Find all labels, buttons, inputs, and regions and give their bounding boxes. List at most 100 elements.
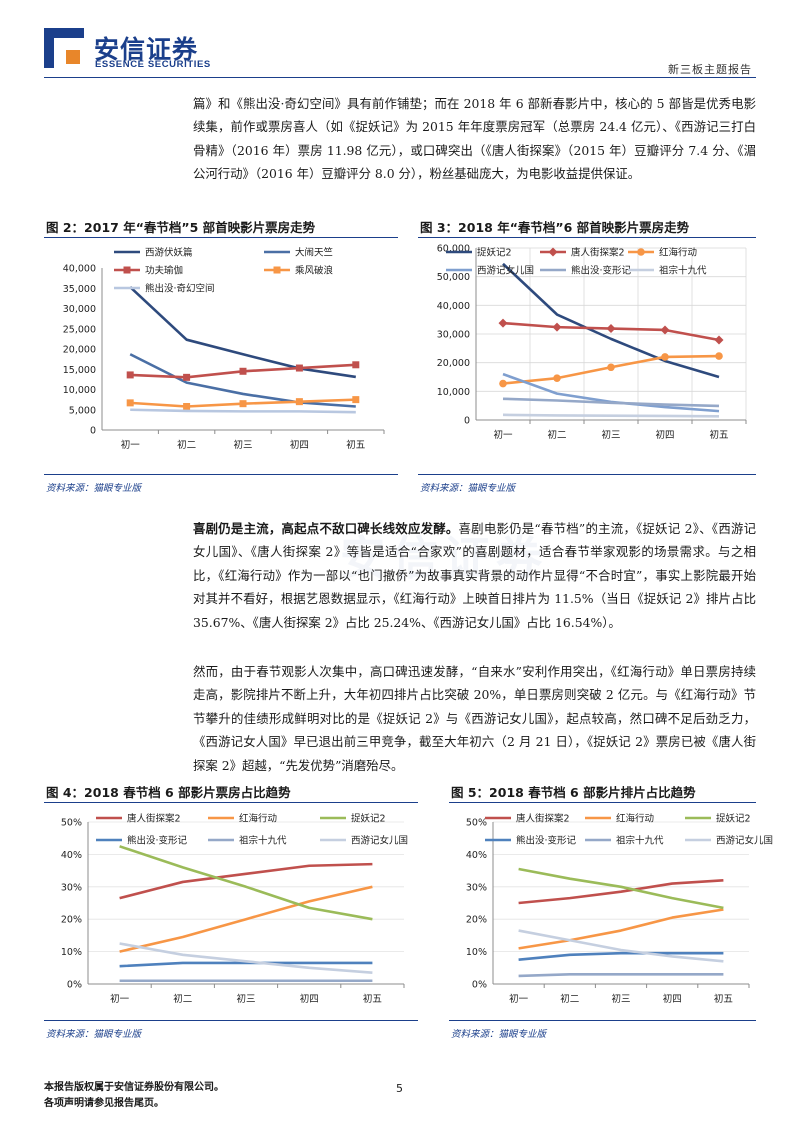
y-tick-label: 10% <box>61 947 82 958</box>
legend-label: 功夫瑜伽 <box>145 265 183 277</box>
y-tick-label: 0% <box>472 980 487 991</box>
y-tick-label: 10% <box>466 947 487 958</box>
figure-3-title-rule <box>418 237 756 238</box>
data-point <box>606 324 616 334</box>
y-tick-label: 35,000 <box>63 284 96 295</box>
data-point <box>352 361 360 369</box>
legend-label: 红海行动 <box>659 247 697 259</box>
series-line <box>502 262 720 379</box>
figure-4-chart: 0% 10% 20% 30% 40% 50% 初一 初二 初三 初四 初五 唐人街探案2 红海行动 捉妖记… <box>61 813 408 1006</box>
legend-label: 熊出没·变形记 <box>127 835 188 847</box>
figure-4-bottom-rule <box>44 1020 418 1021</box>
y-tick-label: 30% <box>61 882 82 893</box>
data-point <box>239 367 247 375</box>
page-header: 安信证券 ESSENCE SECURITIES 新三板主题报告 <box>0 0 800 78</box>
x-tick-label: 初五 <box>714 993 733 1005</box>
legend-label: 捉妖记2 <box>477 247 512 259</box>
y-tick-label: 40% <box>466 850 487 861</box>
series-line <box>130 408 356 414</box>
data-point <box>183 373 191 381</box>
x-tick-label: 初二 <box>177 439 196 451</box>
legend-label: 乘风破浪 <box>295 265 334 277</box>
series-line <box>518 972 724 978</box>
series-line <box>502 413 720 418</box>
legend-label: 唐人街探案2 <box>127 813 181 825</box>
legend-marker <box>637 248 645 256</box>
y-tick-label: 30,000 <box>63 304 96 315</box>
essence-logo-icon <box>44 28 84 68</box>
legend-label: 唐人街探案2 <box>571 247 625 259</box>
page-number: 5 <box>396 1082 403 1095</box>
series-line <box>129 286 356 379</box>
series-line <box>502 397 720 408</box>
data-point <box>239 400 247 408</box>
x-tick-label: 初三 <box>233 439 252 451</box>
logo-chinese-name: 安信证券 <box>94 35 199 64</box>
x-tick-label: 初五 <box>346 439 365 451</box>
x-tick-label: 初一 <box>121 439 141 451</box>
y-tick-label: 0 <box>90 426 96 437</box>
footer-notice: 各项声明请参见报告尾页。 <box>44 1098 164 1109</box>
paragraph-2-lead: 喜剧仍是主流，高起点不敌口碑长线效应发酵。 <box>193 521 459 536</box>
series-line <box>518 867 724 910</box>
x-tick-label: 初一 <box>509 993 529 1005</box>
body-paragraph-3: 然而，由于春节观影人次集中，高口碑迅速发酵，“自来水”安利作用突出，《红海行动》… <box>193 664 756 773</box>
series-line <box>119 942 373 974</box>
footer-disclaimer: 本报告版权属于安信证券股份有限公司。 各项声明请参见报告尾页。 <box>44 1080 224 1112</box>
x-tick-label: 初四 <box>663 993 682 1005</box>
figure-2-title-rule <box>44 237 398 238</box>
data-point <box>295 398 303 406</box>
legend-label: 西游伏妖篇 <box>145 247 193 259</box>
data-point <box>499 379 507 388</box>
legend-label: 熊出没·奇幻空间 <box>145 283 215 295</box>
figure-5-title: 图 5：2018 春节档 6 部影片排片占比趋势 <box>451 785 696 800</box>
y-tick-label: 30% <box>466 882 487 893</box>
y-tick-label: 10,000 <box>63 385 96 396</box>
data-point <box>183 403 191 411</box>
figure-5-title-rule <box>449 802 756 803</box>
legend-label: 祖宗十九代 <box>239 835 287 847</box>
data-point <box>126 399 134 407</box>
series-line <box>518 951 724 961</box>
x-tick-label: 初四 <box>655 429 674 441</box>
series-line <box>119 862 373 900</box>
figure-5-chart: 0% 10% 20% 30% 40% 50% 初一 初二 初三 初四 初五 唐人街探案2 红海行动 捉妖记… <box>466 813 773 1006</box>
y-tick-label: 40% <box>61 850 82 861</box>
x-tick-label: 初三 <box>601 429 620 441</box>
y-tick-label: 0% <box>67 980 82 991</box>
footer-copyright: 本报告版权属于安信证券股份有限公司。 <box>44 1082 224 1093</box>
y-tick-label: 20% <box>61 915 82 926</box>
figure-2-chart: 0 5,000 10,000 15,000 20,000 25,000 30,000 35,0… <box>63 247 385 451</box>
data-point <box>714 335 724 345</box>
figure-3-bottom-rule <box>418 474 756 475</box>
y-tick-label: 40,000 <box>437 301 470 312</box>
legend-label: 红海行动 <box>239 813 277 825</box>
y-tick-label: 20,000 <box>63 345 96 356</box>
body-paragraph-1: 篇》和《熊出没·奇幻空间》具有前作铺垫；而在 2018 年 6 部新春影片中，核… <box>193 96 756 182</box>
series-line <box>119 961 373 968</box>
data-point <box>661 353 669 361</box>
legend-label: 祖宗十九代 <box>616 835 664 847</box>
series-line <box>518 879 724 905</box>
figure-3-chart: 0 10,000 20,000 30,000 40,000 50,000 60,000 初一 初… <box>437 244 747 441</box>
y-tick-label: 20,000 <box>437 358 470 369</box>
x-tick-label: 初五 <box>709 429 728 441</box>
y-tick-label: 50% <box>466 818 487 829</box>
legend-label: 捉妖记2 <box>716 813 751 825</box>
data-point <box>295 364 303 372</box>
figure-2-bottom-rule <box>44 474 398 475</box>
figure-4-title: 图 4：2018 春节档 6 部影片票房占比趋势 <box>46 785 291 800</box>
legend-label: 熊出没·变形记 <box>571 265 632 277</box>
legend-label: 熊出没·变形记 <box>516 835 577 847</box>
legend-label: 红海行动 <box>616 813 654 825</box>
y-tick-label: 40,000 <box>63 264 96 275</box>
x-tick-label: 初五 <box>363 993 382 1005</box>
figure-5-source: 资料来源：猫眼专业版 <box>451 1029 547 1040</box>
legend-label: 西游记女儿国 <box>716 835 773 847</box>
x-tick-label: 初三 <box>611 993 630 1005</box>
x-tick-label: 初四 <box>300 993 319 1005</box>
series-line <box>119 845 373 921</box>
x-tick-label: 初二 <box>547 429 566 441</box>
y-tick-label: 25,000 <box>63 324 96 335</box>
legend-marker <box>273 266 281 274</box>
